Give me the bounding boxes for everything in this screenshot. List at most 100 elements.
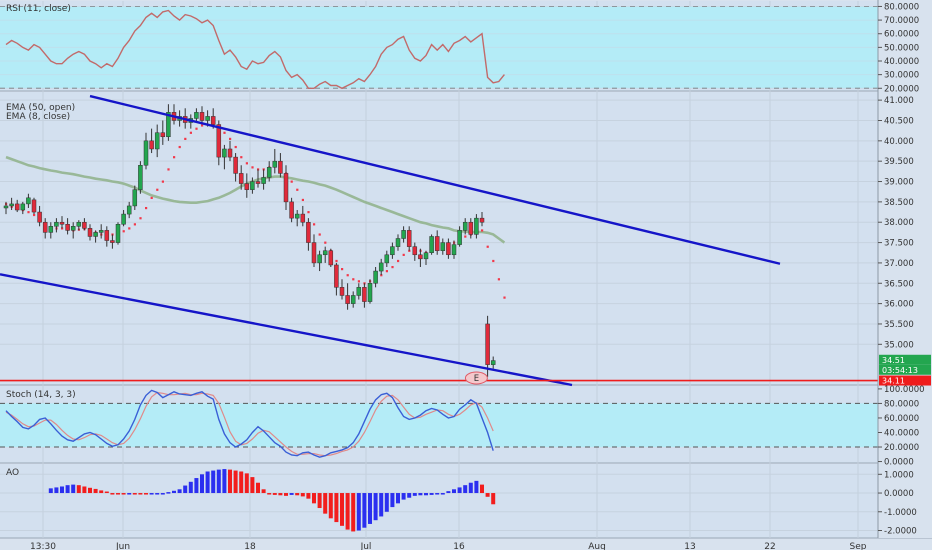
candle-body	[227, 148, 233, 158]
candle	[412, 242, 418, 261]
candle	[233, 153, 238, 182]
candle	[468, 218, 474, 239]
candle	[222, 144, 227, 170]
candle-body	[378, 262, 384, 272]
x-tick-label: 13	[684, 542, 695, 550]
x-tick-label: 22	[764, 542, 775, 550]
ao-bar	[390, 493, 395, 508]
candle-body	[115, 224, 121, 243]
candle	[82, 218, 87, 231]
ao-bar	[183, 485, 188, 494]
ao-bar	[379, 493, 384, 517]
ao-bar	[435, 493, 440, 495]
stoch-axis-label: 0.0000	[884, 458, 914, 468]
ao-panel[interactable]: AO	[0, 468, 878, 532]
candle-body	[328, 250, 334, 266]
x-tick-label: Aug	[588, 542, 606, 550]
x-tick-label: 13:30	[30, 542, 56, 550]
ao-bar	[295, 493, 300, 496]
candle	[434, 230, 440, 255]
candle-body	[70, 226, 76, 231]
ema8-point	[324, 241, 327, 244]
ao-bar	[306, 493, 311, 499]
ao-axis-label: -1.0000	[884, 508, 917, 518]
candle	[20, 201, 26, 215]
ao-bar	[205, 471, 210, 494]
level-tag-bg	[879, 375, 931, 386]
ema8-point	[346, 274, 349, 277]
x-axis-background	[0, 539, 932, 550]
price-axis-label: 37.500	[884, 239, 914, 249]
time-axis[interactable]: 13:30 Jun 18 Jul 16 Aug 13 22 Sep	[0, 539, 932, 550]
ema8-point	[408, 249, 411, 252]
candle	[115, 222, 121, 245]
ema8-point	[201, 124, 204, 127]
candle	[126, 201, 132, 219]
stoch-panel[interactable]: Stoch (14, 3, 3)	[0, 389, 878, 458]
candle-body	[412, 246, 418, 256]
candle	[149, 128, 154, 154]
rsi-axis-label: 30.0000	[884, 71, 919, 81]
rsi-panel[interactable]: RSI (11, close)	[0, 4, 878, 90]
candle-body	[418, 254, 423, 260]
candle-body	[149, 140, 154, 150]
ao-bar	[93, 488, 98, 494]
candle-body	[250, 181, 255, 190]
candle-body	[98, 230, 104, 233]
candle-body	[278, 160, 283, 174]
candle	[474, 214, 479, 239]
candle-body	[42, 221, 48, 233]
ema8-point	[486, 245, 489, 248]
candle-body	[479, 217, 485, 223]
ema8-point	[335, 259, 338, 263]
candle-body	[289, 201, 294, 219]
candle	[406, 226, 412, 251]
ema8-point	[380, 274, 383, 277]
ao-axis-label: 0.0000	[884, 489, 914, 499]
candle-body	[395, 238, 401, 247]
ao-bar	[468, 482, 473, 494]
ema8-point	[313, 223, 316, 226]
ao-bar	[491, 493, 496, 505]
candle	[390, 242, 395, 259]
candle	[121, 210, 126, 227]
candle	[93, 230, 98, 243]
candle-body	[490, 360, 496, 365]
candle-body	[451, 244, 457, 256]
candle	[87, 224, 93, 241]
ao-bar	[172, 490, 176, 494]
candle	[59, 216, 65, 229]
candle	[70, 222, 76, 239]
channel-lower-line	[0, 273, 573, 387]
price-panel[interactable]: E EMA (50, open)EMA (8, close)	[0, 94, 878, 387]
candle-body	[3, 205, 9, 209]
candle	[26, 193, 31, 208]
candle	[490, 356, 496, 369]
last-price-tag: 34.51	[882, 356, 905, 365]
ema8-point	[301, 198, 304, 202]
ao-bar	[340, 493, 344, 526]
candle	[98, 224, 104, 239]
ao-bar	[362, 493, 367, 528]
candle-body	[132, 189, 138, 207]
stoch-title: Stoch (14, 3, 3)	[6, 390, 76, 400]
candle-body	[434, 236, 440, 251]
ao-bar	[200, 474, 204, 494]
candle	[9, 197, 14, 211]
price-axis-label: 37.000	[884, 259, 914, 269]
ao-bar	[401, 493, 406, 500]
ema8-point	[318, 233, 321, 236]
price-axis[interactable]: 80.0000 70.0000 60.0000 50.0000 40.0000 30.00…	[877, 0, 932, 538]
ao-bar	[424, 493, 428, 496]
rsi-axis-label: 70.0000	[884, 16, 919, 26]
ema8-point	[307, 211, 310, 214]
candle-body	[14, 203, 20, 211]
ao-bar	[396, 493, 400, 504]
level-tag: 34.11	[882, 377, 905, 386]
ao-bar	[233, 470, 238, 494]
candle	[485, 315, 490, 377]
candle-body	[93, 232, 98, 237]
candle	[54, 218, 59, 233]
